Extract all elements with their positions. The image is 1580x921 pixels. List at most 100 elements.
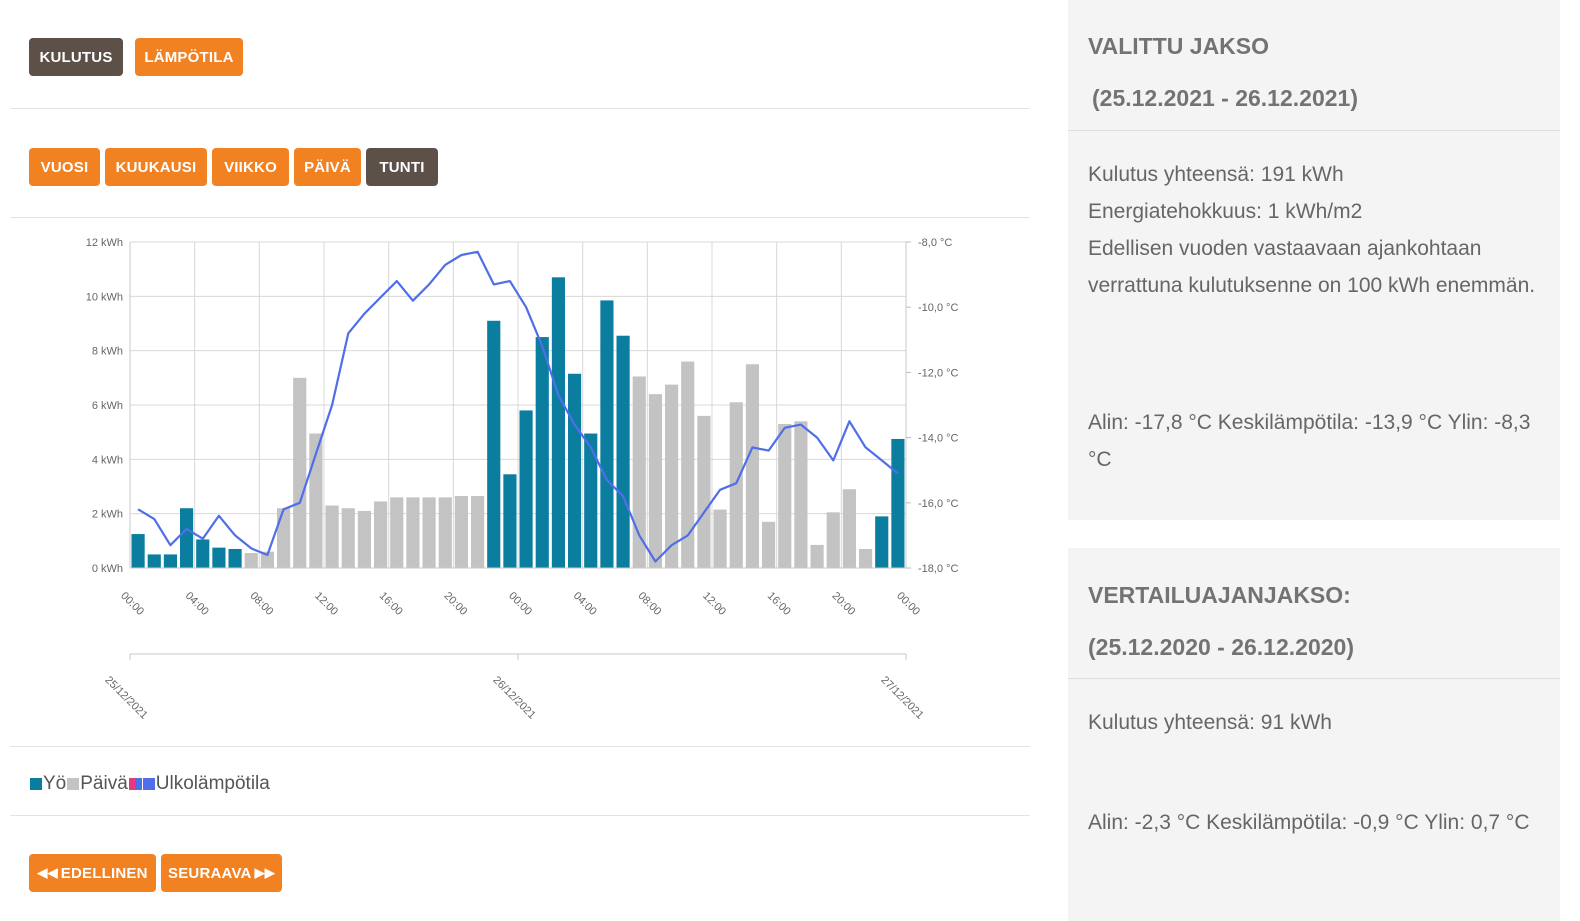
lampotila-button[interactable]: LÄMPÖTILA: [135, 38, 243, 76]
bar-night: [568, 373, 582, 568]
x-axis-tick-label: 04:00: [571, 590, 599, 618]
bar-night: [584, 433, 598, 568]
right-axis-tick-label: -12,0 °C: [918, 367, 959, 379]
bar-day: [438, 497, 452, 568]
date-axis-tick-label: 27/12/2021: [878, 674, 925, 721]
bar-night: [196, 539, 210, 568]
divider: [10, 108, 1030, 109]
selected-period-details: Kulutus yhteensä: 191 kWh Energiatehokku…: [1088, 156, 1538, 304]
bar-night: [535, 337, 549, 568]
consumption-chart: 0 kWh 2 kWh 4 kWh 6 kWh 8 kWh 10 kWh 12 kWh -18…: [86, 237, 959, 722]
bar-day: [454, 496, 468, 568]
bar-night: [147, 554, 161, 568]
legend-day-swatch: [67, 778, 80, 790]
selected-temps: Alin: -17,8 °C Keskilämpötila: -13,9 °C …: [1088, 411, 1531, 471]
comparison-period-range: (25.12.2020 - 26.12.2020): [1088, 634, 1354, 660]
bar-night: [875, 516, 889, 568]
x-axis-tick-label: 00:00: [894, 590, 922, 618]
legend-night-label: Yö: [43, 773, 67, 794]
double-left-icon: ◀◀: [37, 865, 58, 880]
bar-day: [471, 496, 485, 568]
kulutus-button[interactable]: KULUTUS: [29, 38, 123, 76]
paiva-button[interactable]: PÄIVÄ: [294, 148, 361, 186]
selected-period-title: VALITTU JAKSO: [1088, 33, 1270, 59]
x-axis-tick-label: 04:00: [183, 590, 211, 618]
bar-day: [374, 501, 388, 568]
bar-night: [503, 474, 517, 568]
legend-temp-swatch-2: [142, 778, 155, 790]
bar-day: [842, 489, 856, 568]
left-axis-tick-label: 6 kWh: [92, 400, 123, 412]
divider: [10, 746, 1030, 747]
right-axis-tick-label: -14,0 °C: [918, 433, 959, 445]
selected-comparison: Edellisen vuoden vastaavaan ajankohtaan …: [1088, 237, 1536, 297]
bar-night: [519, 410, 533, 568]
divider: [10, 815, 1030, 816]
bar-day: [406, 497, 420, 568]
bar-day: [794, 421, 808, 568]
bar-night: [163, 554, 177, 568]
bar-day: [778, 424, 792, 568]
panel-divider: [1068, 678, 1560, 679]
bar-day: [810, 544, 824, 568]
x-axis-tick-label: 08:00: [635, 590, 663, 618]
bar-day: [826, 512, 840, 568]
bar-night: [551, 277, 565, 568]
left-axis-tick-label: 2 kWh: [92, 509, 123, 521]
x-axis-tick-label: 16:00: [765, 590, 793, 618]
previous-label: EDELLINEN: [60, 864, 148, 882]
viikko-button[interactable]: VIIKKO: [212, 148, 289, 186]
tunti-button[interactable]: TUNTI: [366, 148, 438, 186]
bar-night: [180, 508, 194, 568]
bar-day: [665, 384, 679, 568]
bar-day: [729, 402, 743, 568]
bar-day: [357, 510, 371, 568]
previous-button[interactable]: ◀◀ EDELLINEN: [29, 854, 156, 892]
selected-efficiency: Energiatehokkuus: 1 kWh/m2: [1088, 200, 1363, 223]
x-axis-tick-label: 20:00: [829, 590, 857, 618]
bar-night: [600, 300, 614, 568]
selected-period-panel: VALITTU JAKSO (25.12.2021 - 26.12.2021) …: [1068, 0, 1560, 520]
date-axis-tick-label: 26/12/2021: [490, 674, 537, 721]
legend-night-swatch: [30, 778, 42, 790]
next-label: SEURAAVA: [168, 864, 252, 882]
left-axis-tick-label: 10 kWh: [86, 291, 123, 303]
bar-day: [648, 394, 662, 568]
bar-day: [681, 361, 695, 568]
temperature-line: [137, 250, 899, 563]
bar-day: [277, 508, 291, 568]
right-axis-tick-label: -16,0 °C: [918, 498, 959, 510]
vuosi-button[interactable]: VUOSI: [29, 148, 100, 186]
bar-day: [745, 364, 759, 568]
left-axis-tick-label: 0 kWh: [92, 563, 123, 575]
bar-day: [762, 521, 776, 568]
right-axis-tick-label: -10,0 °C: [918, 302, 959, 314]
bar-day: [859, 548, 873, 568]
date-axis-tick-label: 25/12/2021: [102, 674, 149, 721]
panel-divider: [1068, 130, 1560, 131]
x-axis-tick-label: 08:00: [247, 590, 275, 618]
selected-period-range: (25.12.2021 - 26.12.2021): [1092, 85, 1358, 111]
x-axis-tick-label: 20:00: [441, 590, 469, 618]
bar-day: [713, 509, 727, 568]
kuukausi-button[interactable]: KUUKAUSI: [105, 148, 207, 186]
bar-day: [325, 505, 339, 568]
legend-temp-label: Ulkolämpötila: [155, 773, 270, 794]
bar-night: [891, 438, 905, 568]
comparison-period-title: VERTAILUAJANJAKSO:: [1088, 582, 1351, 608]
x-axis-tick-label: 00:00: [506, 590, 534, 618]
comparison-period-panel: VERTAILUAJANJAKSO: (25.12.2020 - 26.12.2…: [1068, 548, 1560, 921]
bar-day: [341, 508, 355, 568]
chart-legend: Yö Päivä Ulkolämpötila: [30, 772, 270, 796]
bar-night: [616, 335, 630, 568]
bar-night: [228, 548, 242, 568]
bar-day: [244, 553, 258, 568]
right-axis-tick-label: -18,0 °C: [918, 563, 959, 575]
next-button[interactable]: SEURAAVA ▶▶: [161, 854, 282, 892]
legend-temp-swatch: [128, 778, 142, 790]
x-axis-tick-label: 00:00: [118, 590, 146, 618]
bar-day: [632, 376, 646, 568]
bar-day: [697, 415, 711, 568]
bar-day: [260, 551, 274, 568]
legend-day-label: Päivä: [80, 773, 128, 794]
